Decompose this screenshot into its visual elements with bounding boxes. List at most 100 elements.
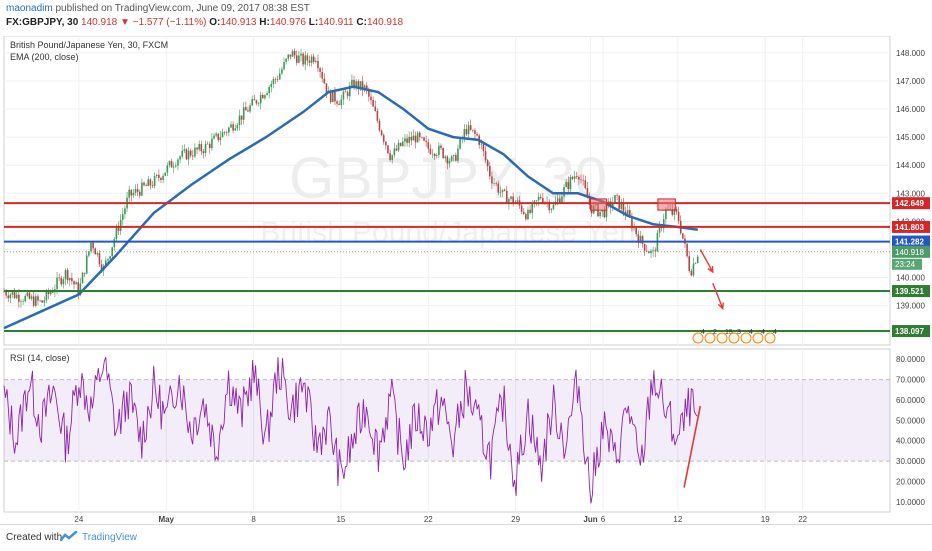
candle-body [11,292,14,295]
candle-body [177,159,179,166]
candle-body [242,107,245,120]
event-marker-icon[interactable] [752,332,764,344]
candle-body [223,132,226,133]
candle-body [247,110,249,112]
resistance-box[interactable] [590,198,608,211]
candle-body [204,143,207,154]
candle-body [650,250,652,254]
event-marker-count: 2 [713,329,717,336]
rsi-trendline[interactable] [683,405,702,488]
candle-body [100,264,103,271]
candle-body [385,141,387,146]
time-axis-tick: 22 [424,515,433,524]
candle-body [575,176,578,178]
time-axis-tick: 29 [511,515,520,524]
event-marker-icon[interactable] [716,332,728,344]
level-price-tag [892,197,930,210]
resistance-box[interactable] [657,198,676,211]
candle-body [270,83,273,87]
event-marker-icon[interactable] [740,332,752,344]
event-marker-icon[interactable] [704,332,716,344]
candle-body [374,106,377,112]
candle-body [187,150,190,160]
candle-body [172,166,175,168]
candle-body [295,55,298,63]
candle-body [626,210,629,216]
candle-body [542,198,544,204]
author-name[interactable]: maonadim [6,3,53,14]
candle-body [535,200,538,202]
rsi-pane[interactable] [3,348,891,513]
chart-area[interactable]: 138.000139.000140.000141.000142.000143.0… [0,36,932,524]
candle-body [115,227,118,240]
candle-body [5,291,7,296]
candle-body [429,148,432,154]
tradingview-brand[interactable]: TradingView [82,532,138,543]
candle-body [692,263,695,276]
candle-body [612,202,614,208]
projection-arrow[interactable] [712,282,724,309]
tradingview-logo-icon[interactable] [60,530,78,544]
candle-body [675,209,678,212]
candle-body [442,148,444,159]
price-pane[interactable] [3,36,891,346]
event-marker-count: 15 [725,329,733,336]
candle-body [162,175,164,180]
current-price-label: 140.918 [895,248,924,257]
candle-body [211,138,213,149]
candle-body [259,95,262,104]
candle-body [130,189,133,196]
time-axis-tick: 6 [601,515,606,524]
price-pane-title: British Pound/Japanese Yen, 30, FXCM [10,40,168,50]
candle-body [501,189,504,193]
level-price-tag [892,285,930,298]
candle-body [155,174,158,177]
event-marker-count: 4 [701,329,705,336]
candle-body [571,177,574,179]
candle-body [60,277,63,285]
candle-body [393,148,396,156]
candle-body [304,55,307,65]
candle-body [522,211,525,214]
low-value: 140.911 [318,17,354,28]
candle-body [287,54,290,59]
candle-body [272,78,275,84]
candle-body [361,81,364,91]
candle-body [533,200,536,204]
candle-body [94,248,97,255]
candle-body [382,135,385,142]
candle-body [648,251,650,254]
candle-body [550,208,553,211]
candle-body [395,148,398,151]
candle-body [688,256,691,271]
event-marker-count: 3 [737,329,741,336]
time-axis-tick: 12 [673,515,682,524]
candle-body [673,209,676,215]
level-price-tag [892,220,930,233]
candle-body [599,211,601,217]
candle-body [302,53,304,65]
event-marker-icon[interactable] [728,332,740,344]
event-marker-icon[interactable] [692,332,704,344]
candle-body [380,130,383,136]
candle-body [482,144,485,152]
candle-body [79,283,82,296]
price-axis-tick: 139.000 [896,302,925,311]
event-marker-icon[interactable] [764,332,776,344]
publish-info: published on TradingView.com, June 09, 2… [55,3,310,14]
candle-body [230,124,232,128]
candle-body [15,294,18,299]
candle-body [609,201,612,208]
last-price: 140.918 [81,17,118,28]
candle-body [90,242,92,252]
candle-body [278,73,281,80]
projection-arrow[interactable] [699,249,714,273]
candle-body [552,204,555,209]
candle-body [225,132,228,133]
candle-body [149,179,152,186]
candle-body [136,189,139,192]
candle-body [588,198,591,205]
candle-body [446,156,449,164]
candle-body [561,196,563,203]
candle-body [183,149,186,151]
